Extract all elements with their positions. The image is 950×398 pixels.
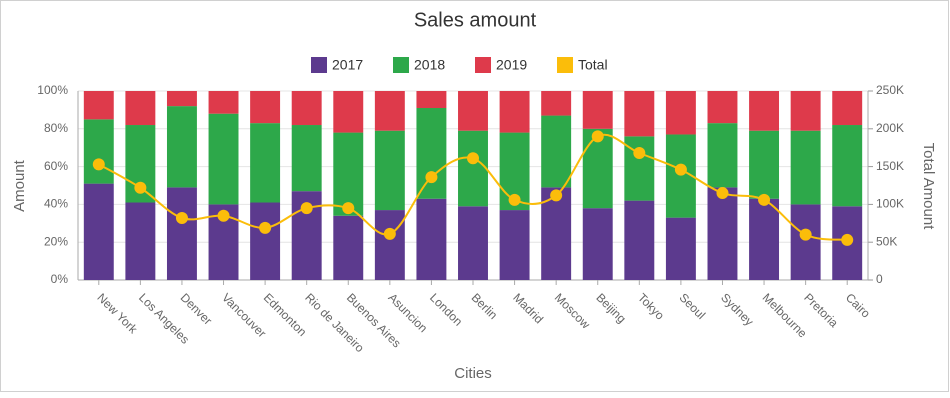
total-marker xyxy=(674,163,687,176)
bar-segment xyxy=(125,202,156,280)
total-marker xyxy=(550,189,563,202)
bar-segment xyxy=(83,91,114,120)
bar-segment xyxy=(291,91,322,126)
legend-label: 2019 xyxy=(496,57,527,73)
bar-segment xyxy=(749,91,780,131)
total-marker xyxy=(383,227,396,240)
bar-segment xyxy=(582,208,613,280)
bar-segment xyxy=(374,210,405,280)
legend-label: 2017 xyxy=(332,57,363,73)
total-marker xyxy=(425,171,438,184)
bar-segment xyxy=(208,91,239,114)
bar-segment xyxy=(707,91,738,124)
bar-segment xyxy=(416,108,447,199)
total-marker xyxy=(467,152,479,165)
bar-segment xyxy=(125,91,156,126)
bar-segment xyxy=(458,130,488,207)
y2-tick-label: 0 xyxy=(876,272,883,286)
bar-segment xyxy=(665,217,696,280)
bar-segment xyxy=(250,202,281,280)
total-marker xyxy=(758,193,771,206)
y-tick-label: 0% xyxy=(51,272,69,286)
y2-tick-label: 150K xyxy=(876,159,904,173)
bar-segment xyxy=(250,91,281,124)
bar-segment xyxy=(499,210,530,280)
legend-swatch xyxy=(311,57,327,73)
bar-segment xyxy=(832,91,863,126)
bar-segment xyxy=(541,91,572,116)
bar-segment xyxy=(166,187,197,280)
chart-title: Sales amount xyxy=(414,9,537,31)
bar-segment xyxy=(416,91,447,109)
total-marker xyxy=(217,209,230,222)
bar-segment xyxy=(749,198,780,280)
total-marker xyxy=(633,146,646,159)
bar-segment xyxy=(83,183,114,280)
total-marker xyxy=(342,202,355,215)
total-marker xyxy=(841,233,854,246)
y-tick-label: 20% xyxy=(44,234,68,248)
total-marker xyxy=(508,193,521,206)
total-marker xyxy=(175,212,188,225)
bar-segment xyxy=(749,130,780,199)
bar-segment xyxy=(624,200,655,280)
bar-segment xyxy=(166,91,197,107)
y2-axis-title: Total Amount xyxy=(920,143,937,231)
legend-swatch xyxy=(557,57,573,73)
y-tick-label: 100% xyxy=(37,83,68,97)
bar-segment xyxy=(790,130,821,205)
total-marker xyxy=(92,158,105,171)
bar-segment xyxy=(541,187,572,280)
bar-segment xyxy=(624,91,655,137)
legend-label: Total xyxy=(578,57,608,73)
bar-segment xyxy=(83,119,114,184)
bar-segment xyxy=(374,130,405,211)
bar-segment xyxy=(790,91,821,131)
total-marker xyxy=(134,181,147,194)
bar-segment xyxy=(208,113,239,205)
bar-segment xyxy=(707,123,738,188)
bar-segment xyxy=(291,125,322,192)
total-marker xyxy=(591,130,604,143)
y-axis-title: Amount xyxy=(11,159,28,212)
y2-tick-label: 100K xyxy=(876,197,904,211)
bar-segment xyxy=(665,91,696,135)
y2-tick-label: 50K xyxy=(876,234,897,248)
total-marker xyxy=(799,228,812,241)
legend-label: 2018 xyxy=(414,57,445,73)
bar-segment xyxy=(416,198,447,280)
total-marker xyxy=(300,202,313,215)
legend-swatch xyxy=(475,57,491,73)
bar-segment xyxy=(790,204,821,280)
total-marker xyxy=(259,221,272,234)
y-tick-label: 40% xyxy=(44,197,68,211)
bar-segment xyxy=(333,91,364,133)
bar-segment xyxy=(458,206,488,280)
y-tick-label: 60% xyxy=(44,159,68,173)
x-axis-title: Cities xyxy=(454,365,492,382)
bar-segment xyxy=(541,115,572,188)
bar-segment xyxy=(582,91,613,129)
total-marker xyxy=(716,187,729,200)
bar-segment xyxy=(458,91,488,131)
y2-tick-label: 200K xyxy=(876,121,904,135)
bar-segment xyxy=(374,91,405,131)
legend-swatch xyxy=(393,57,409,73)
bar-segment xyxy=(250,123,281,203)
bar-segment xyxy=(832,125,863,207)
bar-segment xyxy=(333,132,364,216)
bar-segment xyxy=(166,106,197,188)
bar-segment xyxy=(333,215,364,280)
bar-segment xyxy=(707,187,738,280)
y-tick-label: 80% xyxy=(44,121,68,135)
y2-tick-label: 250K xyxy=(876,83,904,97)
bar-segment xyxy=(499,91,530,133)
